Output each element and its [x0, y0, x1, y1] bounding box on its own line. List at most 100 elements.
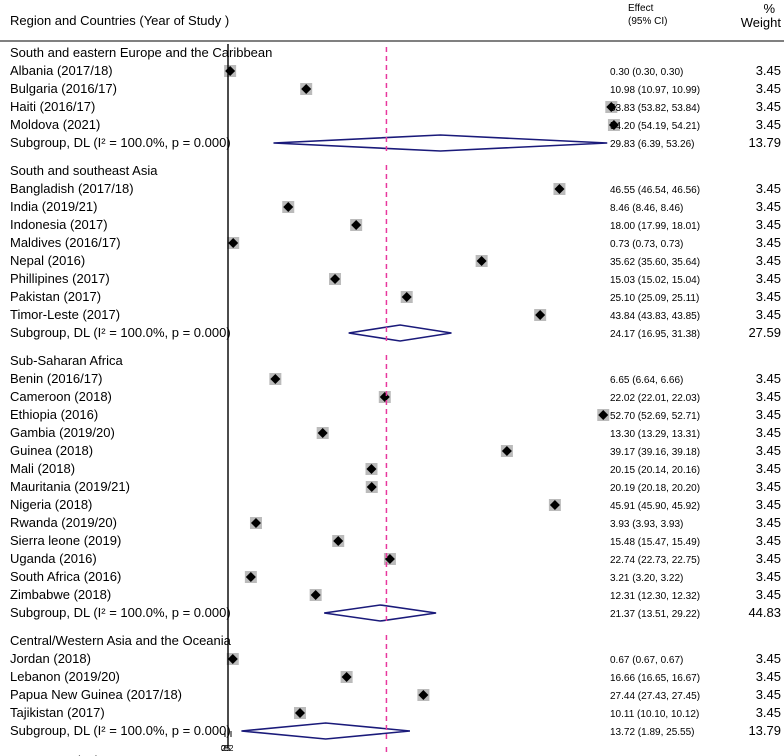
- study-label: Sierra leone (2019): [10, 533, 121, 548]
- study-weight: 3.45: [756, 497, 781, 512]
- study-point: [330, 274, 341, 284]
- group-heading: South and southeast Asia: [10, 163, 158, 178]
- study-label: India (2019/21): [10, 199, 97, 214]
- study-point: [310, 590, 321, 600]
- study-ci-text: 52.70 (52.69, 52.71): [610, 411, 700, 422]
- weight-column-header: Weight: [741, 15, 782, 30]
- study-weight: 3.45: [756, 117, 781, 132]
- subgroup-diamond: [273, 134, 608, 152]
- study-point: [379, 392, 390, 402]
- study-point: [418, 690, 429, 700]
- study-point: [476, 256, 487, 266]
- study-label: Maldives (2016/17): [10, 235, 121, 250]
- subgroup-diamond: [324, 604, 437, 622]
- study-point: [227, 654, 238, 664]
- study-ci-text: 15.48 (15.47, 15.49): [610, 537, 700, 548]
- study-weight: 3.45: [756, 425, 781, 440]
- study-ci-text: 20.19 (20.18, 20.20): [610, 483, 700, 494]
- study-label: Bulgaria (2016/17): [10, 81, 117, 96]
- axis-tick-label: 0: [221, 744, 226, 753]
- study-point: [535, 310, 546, 320]
- study-ci-text: 39.17 (39.16, 39.18): [610, 447, 700, 458]
- ci-column-header: (95% CI): [628, 16, 667, 27]
- study-weight: 3.45: [756, 389, 781, 404]
- study-weight: 3.45: [756, 687, 781, 702]
- study-weight: 3.45: [756, 669, 781, 684]
- study-weight: 3.45: [756, 307, 781, 322]
- study-point: [228, 238, 239, 248]
- study-ci-text: 46.55 (46.54, 46.56): [610, 185, 700, 196]
- study-ci-text: 0.30 (0.30, 0.30): [610, 67, 683, 78]
- subgroup-label: Subgroup, DL (I² = 100.0%, p = 0.000): [10, 325, 231, 340]
- axis-tick-label: 52: [225, 744, 234, 753]
- study-weight: 3.45: [756, 289, 781, 304]
- study-ci-text: 22.74 (22.73, 22.75): [610, 555, 700, 566]
- study-point: [401, 292, 412, 302]
- study-label: Moldova (2021): [10, 117, 100, 132]
- study-ci-text: 20.15 (20.14, 20.16): [610, 465, 700, 476]
- group-heading: Sub-Saharan Africa: [10, 353, 124, 368]
- study-ci-text: 0.67 (0.67, 0.67): [610, 655, 683, 666]
- study-ci-text: 0.73 (0.73, 0.73): [610, 239, 683, 250]
- study-ci-text: 12.31 (12.30, 12.32): [610, 591, 700, 602]
- study-ci-text: 13.30 (13.29, 13.31): [610, 429, 700, 440]
- subgroup-weight: 44.83: [748, 605, 781, 620]
- heterogeneity-text: Heterogeneity between groups: p = 0.446: [10, 753, 249, 756]
- study-weight: 3.45: [756, 253, 781, 268]
- study-point: [301, 84, 312, 94]
- study-point: [366, 464, 377, 474]
- study-label: Pakistan (2017): [10, 289, 101, 304]
- study-point: [245, 572, 256, 582]
- study-label: Mali (2018): [10, 461, 75, 476]
- study-weight: 3.45: [756, 651, 781, 666]
- study-weight: 3.45: [756, 63, 781, 78]
- study-point: [250, 518, 261, 528]
- study-label: Cameroon (2018): [10, 389, 112, 404]
- study-ci-text: 15.03 (15.02, 15.04): [610, 275, 700, 286]
- study-ci-text: 10.98 (10.97, 10.99): [610, 85, 700, 96]
- axis-tick-label: 25: [222, 744, 231, 753]
- study-ci-text: 43.84 (43.83, 43.85): [610, 311, 700, 322]
- study-point: [341, 672, 352, 682]
- study-ci-text: 3.93 (3.93, 3.93): [610, 519, 683, 530]
- study-ci-text: 6.65 (6.64, 6.66): [610, 375, 683, 386]
- study-label: Nepal (2016): [10, 253, 85, 268]
- study-point: [283, 202, 294, 212]
- study-column-header: Region and Countries (Year of Study ): [10, 13, 229, 28]
- subgroup-label: Subgroup, DL (I² = 100.0%, p = 0.000): [10, 605, 231, 620]
- study-label: South Africa (2016): [10, 569, 121, 584]
- study-label: Jordan (2018): [10, 651, 91, 666]
- study-ci-text: 16.66 (16.65, 16.67): [610, 673, 700, 684]
- study-weight: 3.45: [756, 235, 781, 250]
- subgroup-weight: 27.59: [748, 325, 781, 340]
- study-label: Timor-Leste (2017): [10, 307, 120, 322]
- study-label: Bangladish (2017/18): [10, 181, 134, 196]
- subgroup-label: Subgroup, DL (I² = 100.0%, p = 0.000): [10, 723, 231, 738]
- subgroup-ci-text: 21.37 (13.51, 29.22): [610, 609, 700, 620]
- study-weight: 3.45: [756, 515, 781, 530]
- subgroup-weight: 13.79: [748, 135, 781, 150]
- study-ci-text: 35.62 (35.60, 35.64): [610, 257, 700, 268]
- study-weight: 3.45: [756, 181, 781, 196]
- study-label: Albania (2017/18): [10, 63, 113, 78]
- subgroup-ci-text: 29.83 (6.39, 53.26): [610, 139, 695, 150]
- study-label: Tajikistan (2017): [10, 705, 105, 720]
- group-heading: South and eastern Europe and the Caribbe…: [10, 45, 272, 60]
- subgroup-ci-text: 24.17 (16.95, 31.38): [610, 329, 700, 340]
- study-point: [333, 536, 344, 546]
- study-point: [317, 428, 328, 438]
- study-weight: 3.45: [756, 407, 781, 422]
- study-ci-text: 18.00 (17.99, 18.01): [610, 221, 700, 232]
- study-weight: 3.45: [756, 705, 781, 720]
- study-weight: 3.45: [756, 271, 781, 286]
- subgroup-weight: 13.79: [748, 723, 781, 738]
- study-label: Benin (2016/17): [10, 371, 103, 386]
- study-ci-text: 25.10 (25.09, 25.11): [610, 293, 699, 304]
- study-label: Phillipines (2017): [10, 271, 110, 286]
- study-label: Gambia (2019/20): [10, 425, 115, 440]
- study-ci-text: 3.21 (3.20, 3.22): [610, 573, 683, 584]
- study-label: Rwanda (2019/20): [10, 515, 117, 530]
- study-label: Zimbabwe (2018): [10, 587, 111, 602]
